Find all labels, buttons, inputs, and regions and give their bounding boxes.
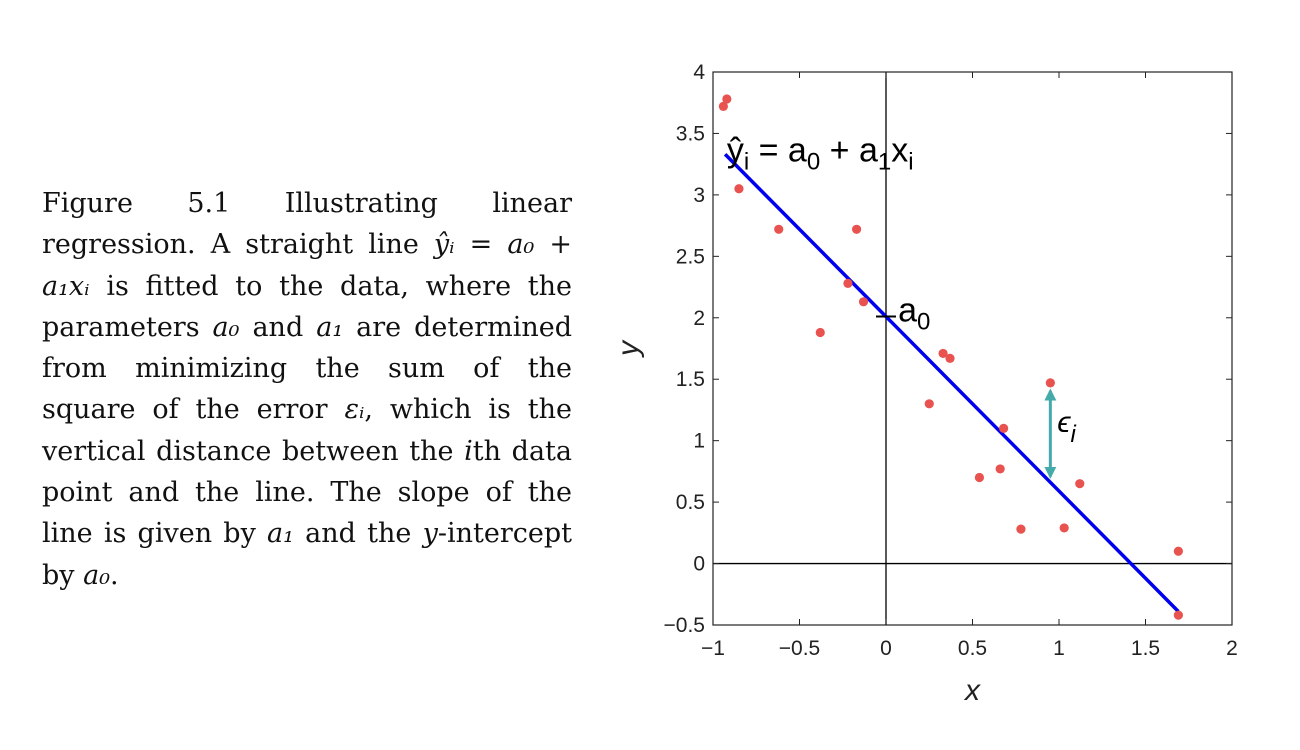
data-point [815,327,825,338]
data-point [734,184,744,194]
data-point [718,101,728,112]
caption-text: , which is the vertical distance between… [42,394,573,467]
caption-text: -intercept by [42,518,572,591]
regression-line [723,153,1180,613]
plot-data [718,94,1183,620]
figure-caption: Figure 5.1 Illustrating linear regressio… [42,183,572,596]
intercept-label: a0 [898,291,930,335]
caption-text: th data point and the line. The slope of… [42,435,572,550]
caption-label: Figure 5.1 [42,188,231,219]
y-tick-label: −0.5 [664,614,705,637]
fit-equation-label: ŷi = a0 + a1xi [727,132,914,176]
caption-text: is fitted to the data, where the paramet… [42,270,572,343]
x-tick-label: −1 [701,637,725,660]
y-tick-label: 3.5 [676,122,705,145]
data-point [938,348,948,359]
y-tick-label: 1 [693,430,705,453]
data-point [1173,546,1183,556]
data-point [945,353,955,363]
y-tick-label: 4 [693,61,705,84]
x-tick-label: 0 [880,637,892,660]
caption-math: y [422,518,438,550]
caption-math: a₀ [83,559,111,591]
data-point [974,472,985,483]
data-point [1173,610,1183,620]
caption-math: a₁ [316,311,344,343]
caption-text: . [110,559,119,591]
caption-text: and [239,311,317,343]
error-label: ϵi [1057,406,1076,448]
data-point [995,464,1005,474]
y-tick-label: 2.5 [676,245,705,268]
data-point [999,423,1009,433]
x-axis-label: x [963,674,981,707]
y-tick-label: 1.5 [676,368,705,391]
x-tick-label: 1 [1053,637,1065,660]
caption-equation: ŷᵢ = a₀ + a₁xᵢ [42,229,572,302]
caption-text: are determined from minimizing the sum o… [42,311,572,426]
data-point [1045,378,1055,388]
data-point [1075,479,1085,489]
y-tick-label: 2 [693,307,705,330]
caption-math: i [464,435,473,467]
y-tick-label: 0 [693,553,705,576]
caption-math: a₁ [267,518,294,550]
x-tick-label: 1.5 [1131,637,1160,660]
x-tick-label: 0.5 [958,637,987,660]
data-point [924,399,934,409]
caption-text: Illustrating linear regression. A straig… [42,188,572,261]
data-point [774,224,784,234]
y-tick-label: 3 [693,184,705,207]
data-point [722,94,732,104]
plot-annotations: ŷi = a0 + a1xi a0 ϵi [727,132,1077,448]
caption-math: a₀ [212,311,240,343]
caption-text: and the [293,518,423,550]
x-tick-label: 2 [1226,637,1238,660]
data-point [1059,523,1069,533]
data-point [843,278,853,288]
y-tick-label: 0.5 [676,491,705,514]
data-point [1016,524,1026,534]
y-axis-label: y [612,339,645,358]
data-point [851,224,862,234]
x-tick-label: −0.5 [779,637,820,660]
data-point [858,297,869,307]
caption-math: εᵢ [344,394,365,426]
